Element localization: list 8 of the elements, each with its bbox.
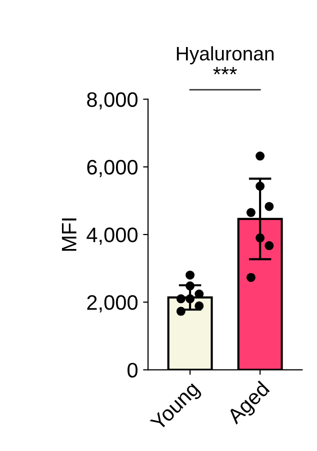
y-tick-label: 8,000 <box>87 92 138 110</box>
y-tick-label: 6,000 <box>87 160 138 178</box>
y-tick-label: 0 <box>128 362 138 378</box>
y-axis-title: MFI <box>62 218 76 251</box>
chart-title: Hyaluronan <box>176 46 274 64</box>
text: *** <box>213 67 237 74</box>
y-tick-label: 4,000 <box>86 228 138 245</box>
y-tick-label: 2,000 <box>87 295 138 312</box>
